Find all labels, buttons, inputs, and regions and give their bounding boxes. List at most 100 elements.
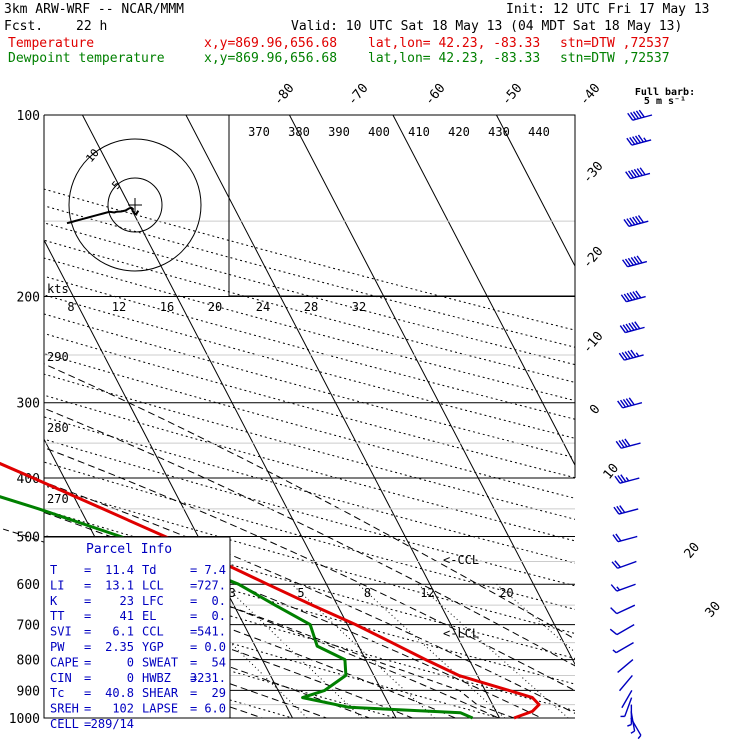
barb-flag bbox=[623, 219, 630, 227]
barb-staff bbox=[617, 659, 634, 673]
parcel-cell: 23 bbox=[120, 594, 134, 608]
kts-tick-8: 8 bbox=[67, 300, 74, 314]
wind-barb-850 bbox=[618, 674, 633, 692]
parcel-cell: CELL bbox=[50, 717, 79, 731]
parcel-cell: CIN bbox=[50, 671, 72, 685]
dry-adiabat bbox=[44, 239, 575, 383]
parcel-cell: = bbox=[84, 609, 91, 623]
dry-adiabat bbox=[44, 438, 575, 587]
dewpoint-xy: x,y=869.96,656.68 bbox=[204, 51, 338, 66]
barb-flag bbox=[617, 475, 624, 483]
wind-barb-250 bbox=[618, 349, 644, 361]
barb-flag bbox=[615, 533, 622, 542]
parcel-cell: Tc bbox=[50, 686, 64, 700]
barb-flag bbox=[629, 137, 636, 145]
dry-adiabat bbox=[44, 313, 575, 459]
parcel-cell: PW bbox=[50, 640, 65, 654]
barb-flag bbox=[627, 112, 634, 121]
hodograph-trace bbox=[66, 206, 140, 225]
theta-label-390: 390 bbox=[328, 125, 350, 139]
wind-barb-650 bbox=[610, 604, 636, 615]
mixing-ratio-label: 3 bbox=[229, 586, 236, 600]
barb-half-flag bbox=[625, 477, 630, 482]
kts-tick-20: 20 bbox=[208, 300, 222, 314]
barb-flag bbox=[609, 628, 618, 636]
parcel-cell: = bbox=[84, 563, 91, 577]
barb-flag bbox=[632, 111, 640, 120]
barb-flag bbox=[625, 323, 632, 332]
barb-flag bbox=[610, 607, 618, 615]
barb-staff bbox=[621, 690, 633, 709]
pressure-label-1000: 1000 bbox=[9, 712, 40, 727]
kts-tick-32: 32 bbox=[352, 300, 366, 314]
wind-barbs: Full barb:5 m s⁻¹ bbox=[609, 87, 695, 740]
isotherm bbox=[495, 115, 575, 268]
parcel-cell: 13.1 bbox=[105, 578, 134, 592]
lcl-marker: <-LCL bbox=[443, 626, 479, 640]
barb-flag bbox=[619, 399, 627, 408]
parcel-cell: = bbox=[190, 594, 197, 608]
forecast-label: Fcst. bbox=[4, 19, 44, 34]
isotherm bbox=[392, 115, 575, 467]
parcel-cell: HWBZ bbox=[142, 671, 171, 685]
barb-flag bbox=[625, 171, 632, 180]
barb-flag bbox=[635, 290, 642, 299]
model-title: 3km ARW-WRF -- NCAR/MMM bbox=[4, 2, 185, 17]
wind-barb-800 bbox=[617, 659, 634, 673]
temperature-legend: Temperature bbox=[8, 36, 95, 51]
moist-adiabat bbox=[44, 407, 575, 667]
barb-flag bbox=[620, 474, 627, 483]
hodograph: 510 bbox=[66, 138, 202, 272]
parcel-cell: SHEAR bbox=[142, 686, 179, 700]
pressure-label-600: 600 bbox=[17, 578, 40, 593]
pressure-label-300: 300 bbox=[17, 397, 40, 412]
barb-flag bbox=[629, 217, 636, 226]
parcel-cell: = bbox=[190, 625, 197, 639]
mixing-ratio-line bbox=[496, 583, 575, 653]
parcel-cell: 102 bbox=[112, 702, 134, 716]
barb-flag bbox=[631, 322, 638, 330]
wind-barb-500 bbox=[612, 533, 638, 543]
parcel-cell: 7.4 bbox=[204, 563, 226, 577]
isotherm-label--50: -50 bbox=[499, 81, 526, 109]
barb-staff bbox=[625, 326, 645, 334]
barb-staff bbox=[616, 623, 635, 636]
mixing-ratio-label: 12 bbox=[420, 586, 434, 600]
barb-flag bbox=[614, 475, 621, 484]
parcel-cell: = bbox=[84, 655, 91, 669]
barb-flag bbox=[624, 438, 631, 447]
parcel-cell: 3231. bbox=[190, 671, 226, 685]
barb-flag bbox=[621, 351, 628, 360]
barb-flag bbox=[616, 505, 623, 514]
isotherm-label--60: -60 bbox=[422, 81, 449, 109]
barb-flag bbox=[633, 168, 640, 177]
barb-flag bbox=[622, 398, 629, 407]
barb-flag bbox=[638, 109, 645, 118]
pressure-label-700: 700 bbox=[17, 619, 40, 634]
barb-flag bbox=[628, 397, 635, 406]
moist-adiabat bbox=[44, 583, 414, 718]
barb-flag bbox=[632, 291, 639, 299]
parcel-cell: = bbox=[190, 563, 197, 577]
parcel-cell: 541. bbox=[197, 625, 226, 639]
wind-barb-100 bbox=[627, 109, 653, 121]
temperature-station: stn=DTW ,72537 bbox=[560, 36, 670, 51]
parcel-cell: 0. bbox=[212, 594, 226, 608]
mixing-ratio-label: 20 bbox=[499, 586, 513, 600]
parcel-cell: = bbox=[84, 686, 91, 700]
wind-barb-125 bbox=[625, 167, 651, 180]
parcel-cell: 0 bbox=[127, 655, 134, 669]
wind-barb-110 bbox=[626, 134, 652, 146]
barb-flag bbox=[624, 258, 632, 267]
parcel-cell: = bbox=[84, 625, 91, 639]
parcel-cell: 6.0 bbox=[204, 702, 226, 716]
moist-adiabat bbox=[44, 511, 543, 718]
barb-flag bbox=[622, 259, 629, 268]
theta-label-430: 430 bbox=[488, 125, 510, 139]
moist-adiabat bbox=[44, 620, 328, 718]
parcel-cell: TT bbox=[50, 609, 64, 623]
parcel-cell: = bbox=[190, 578, 197, 592]
parcel-cell: Td bbox=[142, 563, 156, 577]
barb-flag bbox=[626, 218, 633, 226]
